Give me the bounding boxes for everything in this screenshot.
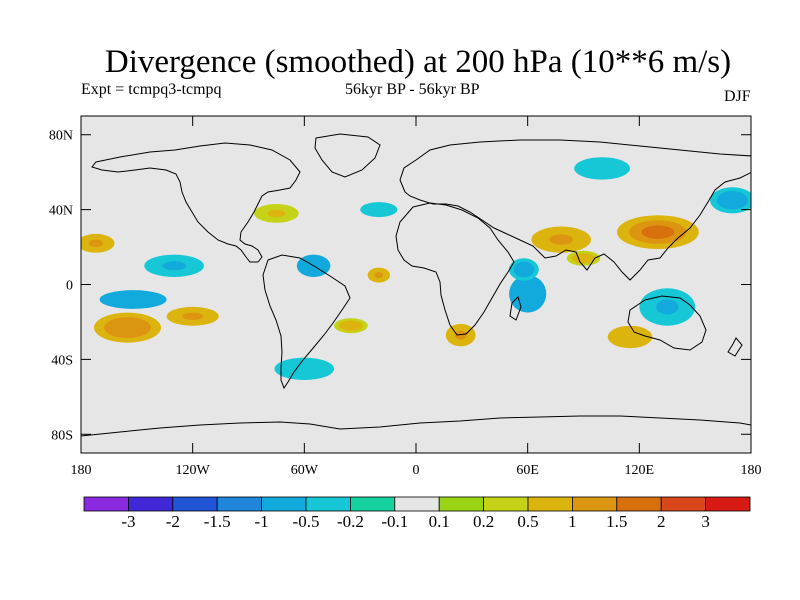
colorbar-label-5: -0.2 xyxy=(337,512,364,531)
colorbar-swatch-0 xyxy=(83,496,129,512)
field-anomaly-1-level-2 xyxy=(549,234,574,245)
colorbar-label-11: 1.5 xyxy=(606,512,627,531)
field-anomaly-6-level-2 xyxy=(621,332,639,342)
colorbar-label-7: 0.1 xyxy=(429,512,450,531)
colorbar-swatch-13 xyxy=(660,496,707,512)
field-anomaly-4-level-2 xyxy=(88,239,104,247)
field-anomaly-18-level-2 xyxy=(371,206,387,213)
colorbar-swatch-2 xyxy=(172,496,218,512)
field-anomaly-8-level-2 xyxy=(576,255,591,262)
field-anomaly-14-level-2 xyxy=(119,295,147,304)
field-anomaly-15-level-2 xyxy=(162,261,187,271)
colorbar-swatch-9 xyxy=(483,496,529,512)
colorbar-label-1: -2 xyxy=(166,512,180,531)
field-anomaly-12-level-2 xyxy=(517,265,530,274)
colorbar-label-9: 0.5 xyxy=(517,512,538,531)
map-background xyxy=(81,116,751,453)
field-anomaly-5-level-2 xyxy=(454,330,467,340)
coastline-new-zealand xyxy=(727,337,743,357)
lat-tick-label-0: 80N xyxy=(49,129,73,144)
map-title: Divergence (smoothed) at 200 hPa (10**6 … xyxy=(104,44,732,80)
colorbar-label-4: -0.5 xyxy=(293,512,320,531)
field-anomaly-3-level-2 xyxy=(182,312,204,320)
colorbar-label-3: -1 xyxy=(255,512,269,531)
colorbar-swatch-11 xyxy=(572,496,618,512)
period-label: 56kyr BP - 56kyr BP xyxy=(345,81,480,98)
colorbar-swatch-12 xyxy=(616,496,662,512)
coastline-africa xyxy=(395,202,515,336)
colorbar-label-2: -1.5 xyxy=(204,512,231,531)
colorbar-swatch-4 xyxy=(261,496,307,512)
coastline-greenland xyxy=(314,133,381,178)
colorbar-swatch-10 xyxy=(527,496,573,512)
lon-tick-label-3: 0 xyxy=(413,463,420,478)
coastlines xyxy=(81,133,751,437)
season-label: DJF xyxy=(724,88,751,105)
colorbar-swatch-6 xyxy=(349,496,396,512)
colorbar-swatch-8 xyxy=(438,496,485,512)
colorbar-label-6: -0.1 xyxy=(381,512,408,531)
field-anomaly-10-level-2 xyxy=(267,209,286,218)
coastline-antarctica xyxy=(81,415,751,437)
colorbar-swatch-1 xyxy=(127,496,174,512)
colorbar-label-12: 2 xyxy=(657,512,666,531)
field-anomaly-11-level-2 xyxy=(520,286,536,302)
colorbar-label-10: 1 xyxy=(568,512,577,531)
lat-tick-label-3: 40S xyxy=(51,353,73,368)
colorbar-label-8: 0.2 xyxy=(473,512,494,531)
field-anomaly-19-level-2 xyxy=(723,195,742,206)
colorbar: -3 -2 -1.5 -1 -0.5 -0.2 -0.1 0.1 0.2 0.5 1 1.5 2 3 xyxy=(83,496,751,531)
coastline-south-america xyxy=(262,254,351,390)
colorbar-swatch-7 xyxy=(394,496,440,512)
field-anomaly-0-level-2 xyxy=(641,225,675,239)
lon-tick-label-5: 120E xyxy=(625,463,655,478)
experiment-label: Expt = tcmpq3-tcmpq xyxy=(81,81,222,98)
lon-tick-label-4: 60E xyxy=(516,463,539,478)
colorbar-swatch-14 xyxy=(705,496,751,512)
field-anomaly-2-level-2 xyxy=(114,321,141,334)
axis-ticks: 80N 40N 0 40S 80S 180 120W 60W 0 60E 120E 180 xyxy=(49,116,762,478)
lon-tick-label-1: 120W xyxy=(176,463,211,478)
coastline-australia xyxy=(627,295,707,351)
colorbar-label-0: -3 xyxy=(121,512,135,531)
coastline-madagascar xyxy=(509,296,522,321)
field-anomaly-7-level-2 xyxy=(374,272,384,279)
lat-tick-label-1: 40N xyxy=(49,204,73,219)
field-anomaly-9-level-2 xyxy=(344,322,358,329)
field-anomaly-20-level-2 xyxy=(590,163,614,173)
field-anomaly-16-level-2 xyxy=(656,299,679,315)
colorbar-swatch-3 xyxy=(216,496,262,512)
coastline-eurasia xyxy=(399,139,751,281)
lon-tick-label-2: 60W xyxy=(291,463,319,478)
lon-tick-label-0: 180 xyxy=(71,463,92,478)
coastline-north-america xyxy=(91,142,301,263)
colorbar-swatch-5 xyxy=(305,496,351,512)
lat-tick-label-4: 80S xyxy=(51,428,73,443)
lon-tick-label-6: 180 xyxy=(741,463,762,478)
colorbar-label-13: 3 xyxy=(701,512,710,531)
lat-tick-label-2: 0 xyxy=(66,279,73,294)
